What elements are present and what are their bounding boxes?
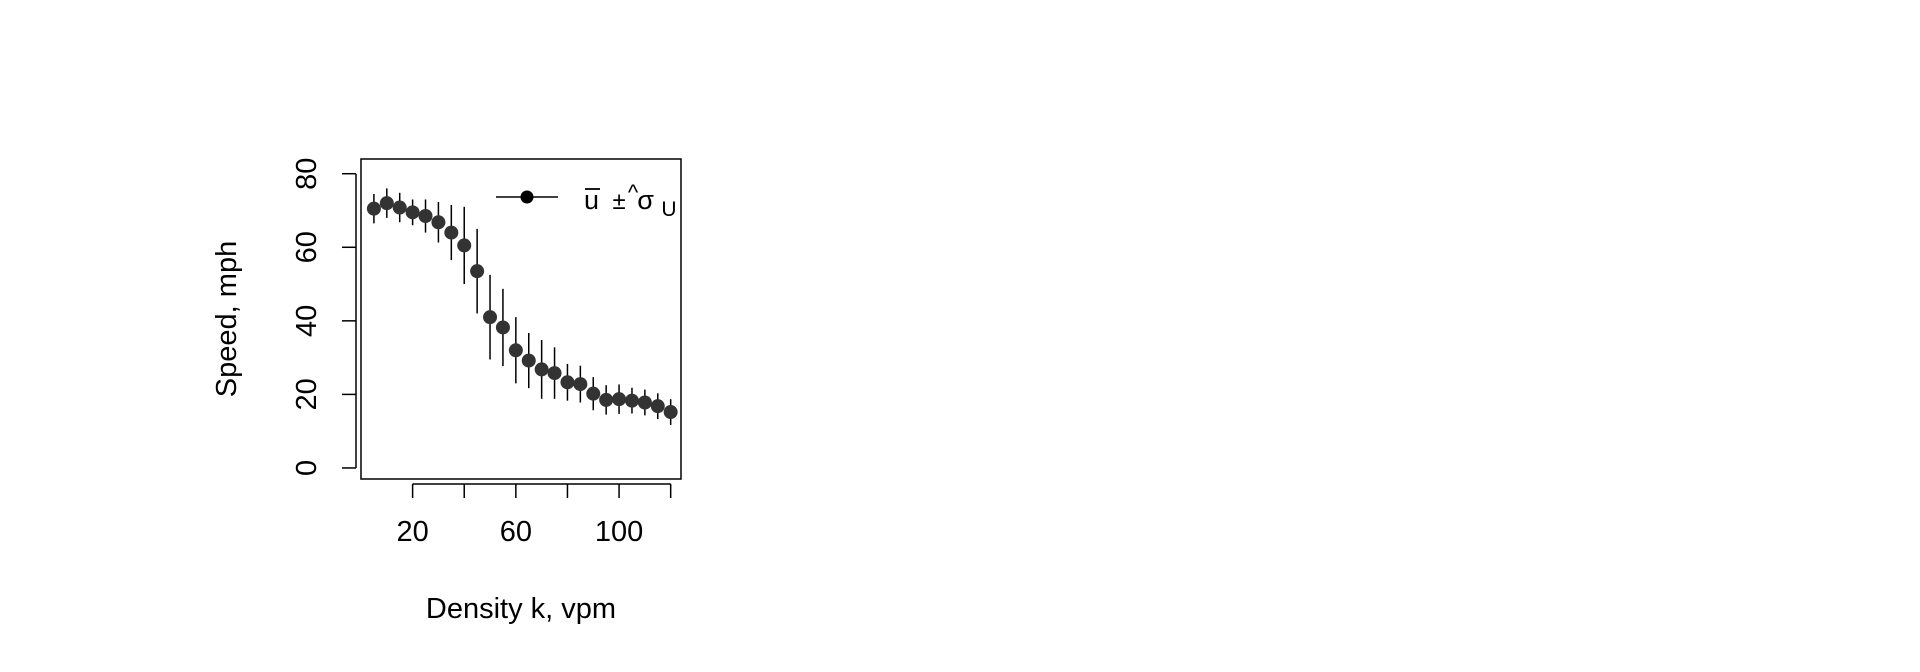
plot-frame bbox=[360, 158, 682, 480]
data-point bbox=[560, 375, 575, 390]
data-point bbox=[444, 225, 459, 240]
y-tick-label: 0 bbox=[291, 460, 323, 476]
y-axis: 0 20 40 60 80 bbox=[291, 158, 357, 476]
legend-u-symbol: u bbox=[584, 185, 599, 215]
legend-subscript: U bbox=[661, 198, 676, 221]
data-point bbox=[573, 377, 588, 392]
y-axis-label: Speed, mph bbox=[211, 241, 243, 397]
data-point bbox=[366, 201, 381, 216]
x-axis: 20 60 100 bbox=[396, 483, 672, 548]
x-tick-label: 100 bbox=[595, 516, 643, 548]
data-point bbox=[431, 215, 446, 230]
data-point bbox=[612, 392, 627, 407]
data-point bbox=[405, 205, 420, 220]
data-point bbox=[637, 395, 652, 410]
legend-hat-mark: ^ bbox=[628, 180, 639, 205]
data-point bbox=[663, 405, 678, 420]
data-point bbox=[483, 310, 498, 325]
error-bars bbox=[373, 188, 672, 425]
data-point bbox=[418, 209, 433, 224]
data-point bbox=[379, 196, 394, 211]
data-point bbox=[392, 200, 407, 215]
legend-point-sample bbox=[520, 190, 534, 204]
legend-sigma-symbol: σ bbox=[637, 185, 654, 215]
data-point bbox=[534, 362, 549, 377]
data-point bbox=[599, 392, 614, 407]
data-point bbox=[521, 353, 536, 368]
x-tick-label: 60 bbox=[500, 516, 532, 548]
y-tick-label: 60 bbox=[291, 231, 323, 263]
data-point bbox=[470, 264, 485, 279]
data-point bbox=[495, 320, 510, 335]
data-point bbox=[508, 343, 523, 358]
data-point bbox=[650, 399, 665, 414]
legend-pm-symbol: ± bbox=[613, 188, 626, 215]
x-axis-label: Density k, vpm bbox=[426, 593, 616, 625]
data-point bbox=[624, 393, 639, 408]
data-points bbox=[366, 196, 678, 420]
legend: u ± σ U ^ bbox=[496, 180, 677, 221]
y-tick-label: 80 bbox=[291, 158, 323, 190]
data-point bbox=[547, 366, 562, 381]
y-tick-label: 20 bbox=[291, 378, 323, 410]
y-tick-label: 40 bbox=[291, 305, 323, 337]
legend-entry-label: u ± σ U bbox=[584, 185, 677, 221]
data-point bbox=[457, 238, 472, 253]
data-point bbox=[586, 386, 601, 401]
x-tick-label: 20 bbox=[396, 516, 428, 548]
